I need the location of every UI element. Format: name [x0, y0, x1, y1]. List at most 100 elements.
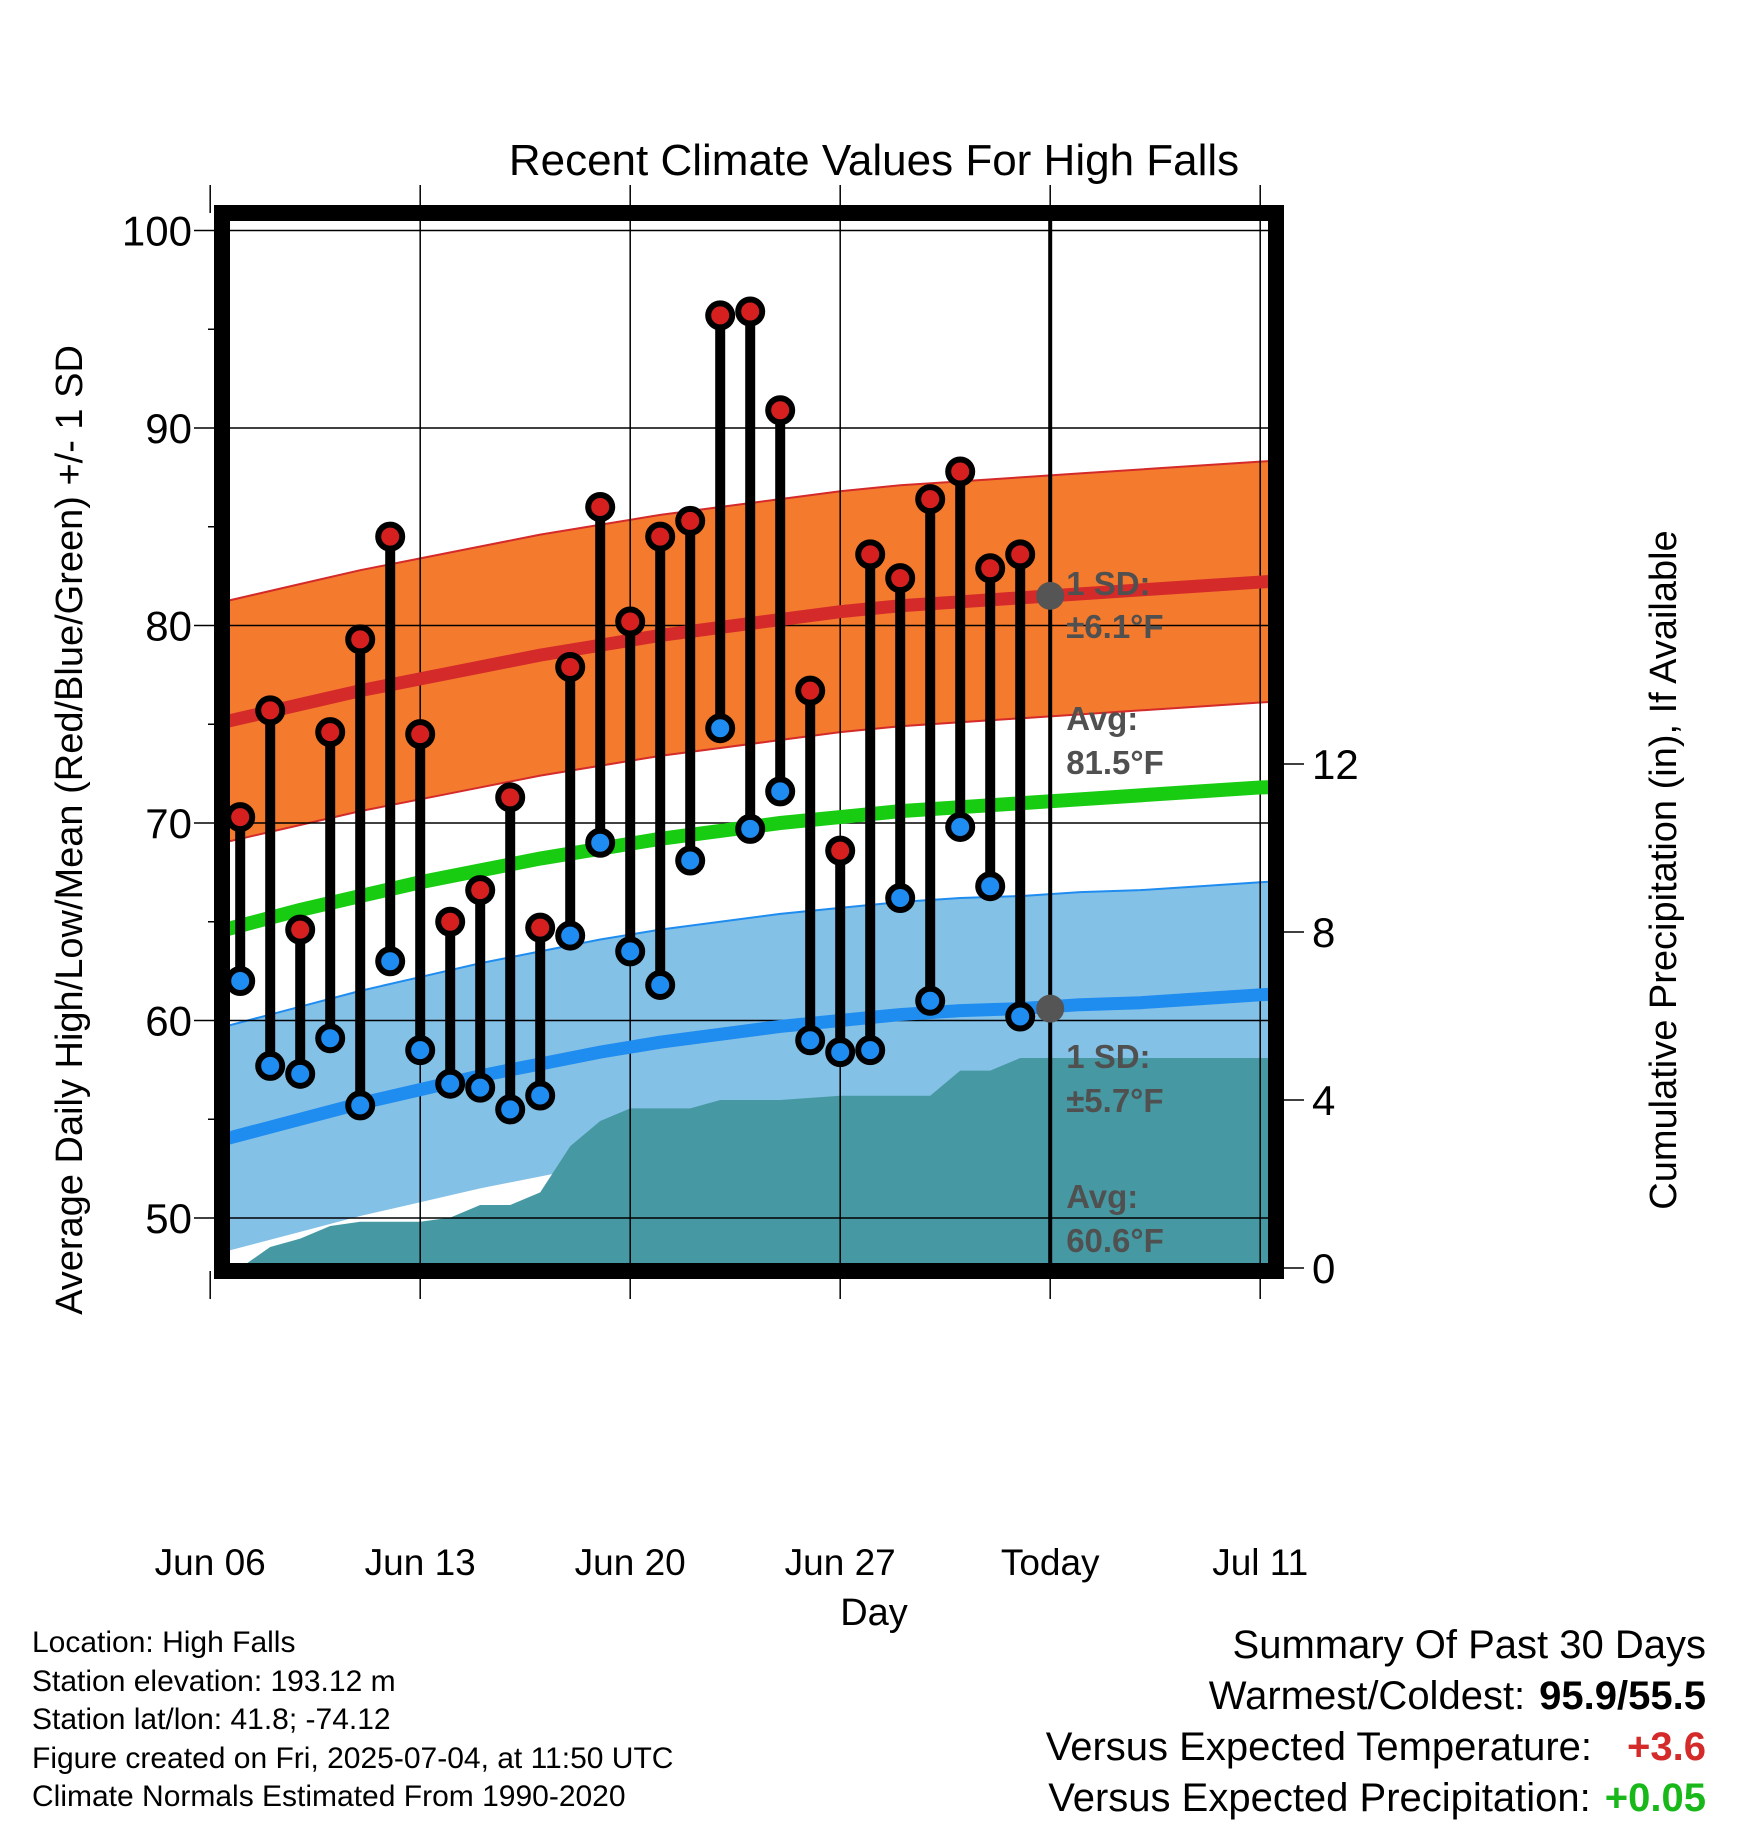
summary-warm-cold-row: Warmest/Coldest: 95.9/55.5 [1046, 1671, 1706, 1722]
daily-high-marker [765, 395, 796, 426]
daily-low-marker [168, 910, 192, 934]
y2-tick-label: 0 [1312, 1245, 1335, 1292]
daily-high-marker [975, 553, 1006, 584]
daily-high-marker [285, 914, 316, 945]
low-sd-band [222, 881, 1276, 1253]
daily-high-marker [945, 456, 976, 487]
high-sd-lower-edge [222, 700, 1276, 845]
precip-value: +0.05 [1604, 1776, 1706, 1820]
daily-low-marker [375, 946, 406, 977]
daily-low-marker [1005, 1001, 1036, 1032]
daily-low-marker [825, 1037, 856, 1068]
elevation-text: Station elevation: 193.12 m [32, 1664, 396, 1698]
summary-temp-row: Versus Expected Temperature: +3.6 [1046, 1722, 1706, 1773]
summary-panel: Summary Of Past 30 Days Warmest/Coldest:… [1046, 1620, 1706, 1824]
daily-high-marker [375, 521, 406, 552]
today-low-avg-marker [1036, 994, 1065, 1023]
daily-low-marker [495, 1094, 526, 1125]
x-axis-label: Day [840, 1592, 908, 1634]
x-tick-label: Jun 13 [365, 1542, 476, 1583]
plot-frame [214, 205, 1284, 1279]
daily-high-marker [1005, 539, 1036, 570]
today-days-word: Days [1054, 1422, 1138, 1461]
created-text: Figure created on Fri, 2025-07-04, at 11… [32, 1741, 674, 1775]
y-axis-label: Average Daily High/Low/Mean (Red/Blue/Gr… [49, 345, 91, 1315]
summary-title: Summary Of Past 30 Days [1232, 1623, 1706, 1667]
y2-tick-label: 8 [1312, 909, 1335, 956]
summary-precip-row: Versus Expected Precipitation: +0.05 [1046, 1773, 1706, 1824]
daily-high-marker [795, 675, 826, 706]
high-sd-value: ±6.1°F [1066, 608, 1163, 645]
temp-label: Versus Expected Temperature: [1045, 1725, 1592, 1769]
y-tick-label: 70 [145, 800, 192, 847]
station-info: Location: High Falls Station elevation: … [32, 1624, 673, 1817]
daily-low-marker [225, 966, 256, 996]
daily-low-marker [315, 1023, 346, 1054]
daily-low-marker [855, 1035, 886, 1066]
daily-low-marker [285, 1058, 316, 1089]
today-high-avg-marker [1036, 581, 1065, 610]
low-sd-upper-edge [222, 880, 1276, 1029]
daily-low-marker [795, 1025, 826, 1056]
daily-low-marker [345, 1090, 376, 1121]
plot-area: 1 SD: ±6.1°F Avg: 81.5°F 1 SD: ±5.7°F Avg: 60.6… [122, 185, 1359, 1583]
y-tick-label: 50 [145, 1195, 192, 1242]
x-tick-label: Jun 20 [575, 1542, 686, 1583]
daily-high-marker [675, 505, 706, 536]
plot-interior: 1 SD: ±6.1°F Avg: 81.5°F 1 SD: ±5.7°F Avg: 60.6… [138, 213, 1276, 1461]
chart-title: Recent Climate Values For High Falls [509, 136, 1239, 185]
daily-low-marker [525, 1080, 556, 1111]
precip-label: Versus Expected Precipitation: [1048, 1776, 1591, 1820]
low-avg-label: Avg: [1066, 1178, 1138, 1215]
x-tick-label: Jun 06 [155, 1542, 266, 1583]
daily-high-marker [735, 296, 766, 327]
daily-low-marker [555, 920, 586, 951]
daily-high-marker [885, 563, 916, 594]
warm-cold-label: Warmest/Coldest: [1208, 1674, 1526, 1718]
high-sd-label: 1 SD: [1066, 565, 1150, 602]
daily-low-marker [435, 1068, 466, 1099]
x-tick-label: Jun 27 [785, 1542, 896, 1583]
y-tick-label: 60 [145, 998, 192, 1045]
daily-high-marker [225, 802, 256, 833]
daily-low-marker [465, 1072, 496, 1103]
daily-high-marker [255, 695, 286, 726]
daily-high-marker [585, 492, 616, 522]
daily-high-marker [315, 717, 346, 748]
daily-low-marker [405, 1035, 436, 1066]
y2-tick-label: 12 [1312, 741, 1359, 788]
daily-low-marker [975, 871, 1006, 902]
daily-low-marker [675, 845, 706, 876]
y-tick-label: 100 [122, 208, 192, 255]
daily-high-marker [138, 499, 162, 523]
low-avg-value: 60.6°F [1066, 1222, 1164, 1259]
mean-normal-line [222, 779, 1276, 938]
daily-low-marker [138, 1052, 162, 1076]
high-avg-label: Avg: [1066, 700, 1138, 737]
daily-high-marker [345, 624, 376, 655]
daily-high-marker [825, 835, 856, 866]
temp-value: +3.6 [1627, 1725, 1706, 1769]
daily-high-marker [555, 651, 586, 682]
warm-cold-value: 95.9/55.5 [1539, 1674, 1706, 1718]
y2-tick-label: 4 [1312, 1077, 1335, 1124]
location-text: Location: High Falls [32, 1626, 296, 1659]
daily-low-marker [615, 936, 646, 967]
latlon-text: Station lat/lon: 41.8; -74.12 [32, 1703, 391, 1736]
daily-high-marker [615, 606, 646, 637]
daily-high-marker [465, 875, 496, 906]
low-normal-line [222, 987, 1276, 1147]
y-tick-label: 80 [145, 603, 192, 650]
y-tick-label: 90 [145, 405, 192, 452]
normals-text: Climate Normals Estimated From 1990-2020 [32, 1780, 626, 1813]
today-days-number: 30 [1054, 1379, 1093, 1418]
daily-low-marker [735, 813, 766, 844]
daily-high-marker [495, 782, 526, 813]
x-tick-label: Jul 11 [1212, 1542, 1308, 1583]
daily-high-marker [435, 906, 466, 937]
daily-low-marker [645, 969, 676, 1000]
x-tick-label: Today [1001, 1542, 1100, 1583]
daily-high-marker [405, 719, 436, 750]
y2-axis-label: Cumulative Precipitation (in), If Availa… [1643, 530, 1685, 1209]
